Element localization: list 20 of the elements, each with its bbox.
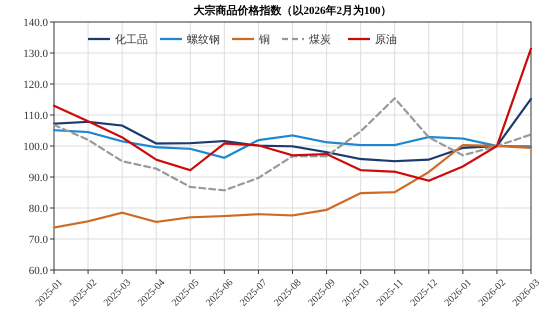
y-tick-label: 110.0 xyxy=(24,110,48,122)
y-tick-label: 90.0 xyxy=(28,172,48,184)
legend-label: 煤炭 xyxy=(309,32,331,46)
line-series xyxy=(52,129,532,159)
chart-title: 大宗商品价格指数（以2026年2月为100） xyxy=(194,4,392,17)
y-tick-label: 80.0 xyxy=(28,202,48,215)
legend-label: 原油 xyxy=(375,32,397,46)
y-tick-label: 120.0 xyxy=(23,78,48,91)
line-series xyxy=(52,144,532,229)
line-series xyxy=(52,98,532,162)
legend-label: 化工品 xyxy=(115,34,148,46)
y-tick-label: 70.0 xyxy=(28,234,48,246)
y-tick-label: 60.0 xyxy=(28,264,48,277)
y-tick-label: 130.0 xyxy=(23,48,48,60)
legend-label: 铜 xyxy=(258,34,270,46)
y-tick-label: 100.0 xyxy=(23,140,48,153)
y-tick-label: 140.0 xyxy=(23,16,48,29)
line-series xyxy=(52,48,532,182)
legend-label: 螺纹钢 xyxy=(187,32,220,46)
line-series xyxy=(52,97,532,192)
